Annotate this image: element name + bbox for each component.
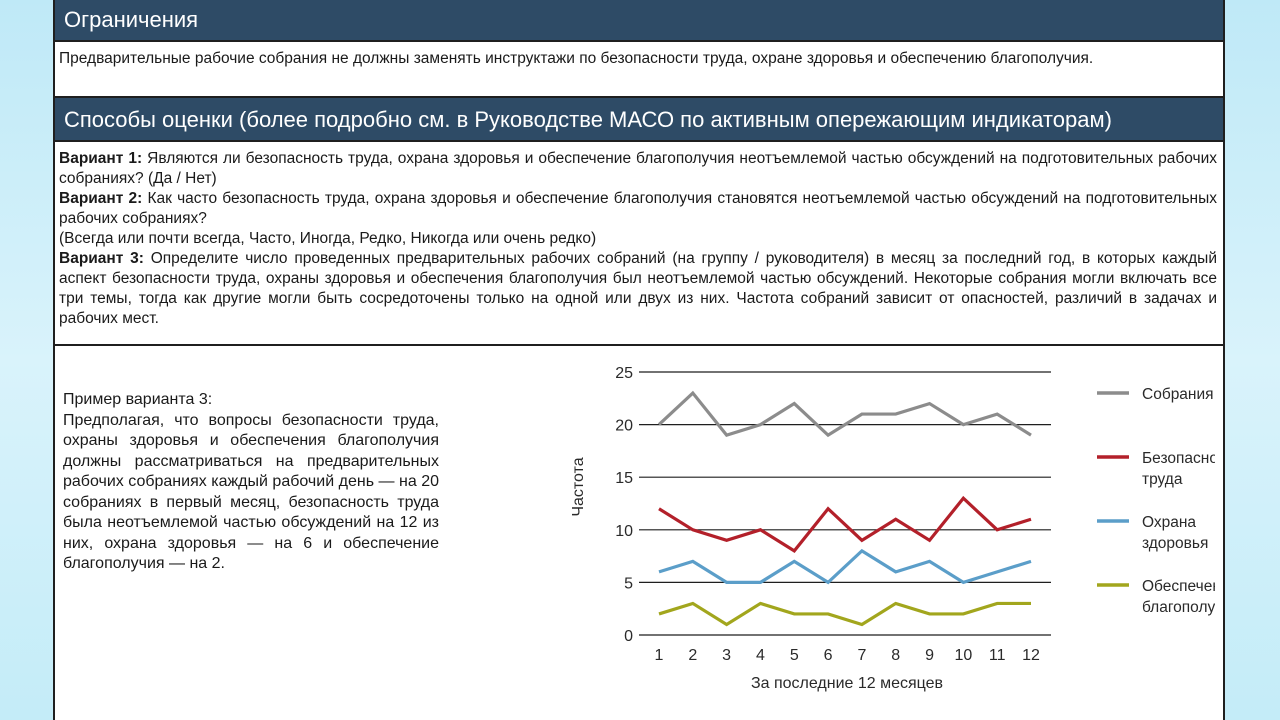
- variant-2-text: Как часто безопасность труда, охрана здо…: [59, 190, 1217, 227]
- legend-label-line: труда: [1142, 471, 1183, 488]
- y-tick-label: 25: [615, 365, 633, 382]
- methods-section: Вариант 1: Являются ли безопасность труд…: [59, 149, 1217, 329]
- legend-label-3: Охрана здоровья: [1142, 514, 1208, 552]
- legend-label-line: Собрания: [1142, 386, 1214, 403]
- section-divider: [55, 344, 1223, 346]
- slide-page: Ограничения Предварительные рабочие собр…: [53, 0, 1225, 720]
- x-tick-label: 1: [655, 647, 664, 664]
- x-tick-label: 6: [824, 647, 833, 664]
- chart-grid: [639, 371, 1051, 636]
- series-line-2: [658, 495, 1032, 553]
- limits-text: Предварительные рабочие собрания не долж…: [59, 50, 1094, 67]
- y-tick-label: 0: [624, 628, 633, 645]
- x-tick-label: 12: [1022, 647, 1040, 664]
- x-tick-label: 3: [722, 647, 731, 664]
- legend-label-4: Обеспечение благополучия: [1142, 578, 1215, 616]
- x-axis-ticks: 1 2 3 4 5 6 7 8 9 10 11 12: [655, 647, 1040, 664]
- methods-header: Способы оценки (более подробно см. в Рук…: [55, 96, 1223, 142]
- legend-label-line: здоровья: [1142, 535, 1208, 552]
- legend-label-2: Безопасность труда: [1142, 450, 1215, 488]
- example-block: Пример варианта 3: Предполагая, что вопр…: [63, 390, 439, 575]
- legend-label-line: благополучия: [1142, 599, 1215, 616]
- x-tick-label: 5: [790, 647, 799, 664]
- variant-1-label: Вариант 1:: [59, 150, 143, 167]
- example-text: Предполагая, что вопросы безопасности тр…: [63, 411, 439, 573]
- x-tick-label: 2: [688, 647, 697, 664]
- variant-1-text: Являются ли безопасность труда, охрана з…: [59, 150, 1217, 187]
- example-title: Пример варианта 3:: [63, 391, 213, 408]
- x-tick-label: 7: [857, 647, 866, 664]
- x-tick-label: 8: [891, 647, 900, 664]
- x-tick-label: 9: [925, 647, 934, 664]
- y-axis-ticks: 0 5 10 15 20 25: [615, 365, 633, 645]
- variant-2-label: Вариант 2:: [59, 190, 143, 207]
- chart-legend: СобранияБезопасностьтрудаОхраназдоровьяО…: [1097, 386, 1215, 616]
- methods-title: Способы оценки (более подробно см. в Рук…: [64, 107, 1112, 132]
- series-line-3: [658, 548, 1032, 585]
- x-tick-label: 10: [954, 647, 972, 664]
- limits-title: Ограничения: [64, 7, 199, 32]
- x-axis-label: За последние 12 месяцев: [751, 675, 943, 692]
- y-tick-label: 10: [615, 523, 633, 540]
- variant-2-options: (Всегда или почти всегда, Часто, Иногда,…: [59, 230, 597, 247]
- legend-label-line: Обеспечение: [1142, 578, 1215, 595]
- variant-3: Вариант 3: Определите число проведенных …: [59, 249, 1217, 329]
- variant-3-text: Определите число проведенных предварител…: [59, 250, 1217, 327]
- legend-label-line: Охрана: [1142, 514, 1196, 531]
- legend-label-1: Собрания: [1142, 386, 1214, 403]
- series-line-1: [657, 390, 1032, 438]
- variant-3-label: Вариант 3:: [59, 250, 144, 267]
- x-tick-label: 11: [989, 647, 1006, 664]
- variant-1: Вариант 1: Являются ли безопасность труд…: [59, 149, 1217, 189]
- series-line-4: [658, 601, 1031, 627]
- y-axis-label: Частота: [570, 457, 587, 516]
- y-tick-label: 20: [615, 418, 633, 435]
- legend-label-line: Безопасность: [1142, 450, 1215, 467]
- limits-header: Ограничения: [55, 0, 1223, 42]
- y-tick-label: 5: [624, 575, 633, 592]
- variant-2: Вариант 2: Как часто безопасность труда,…: [59, 189, 1217, 229]
- chart-series: [657, 390, 1032, 627]
- x-tick-label: 4: [756, 647, 765, 664]
- y-tick-label: 15: [615, 470, 633, 487]
